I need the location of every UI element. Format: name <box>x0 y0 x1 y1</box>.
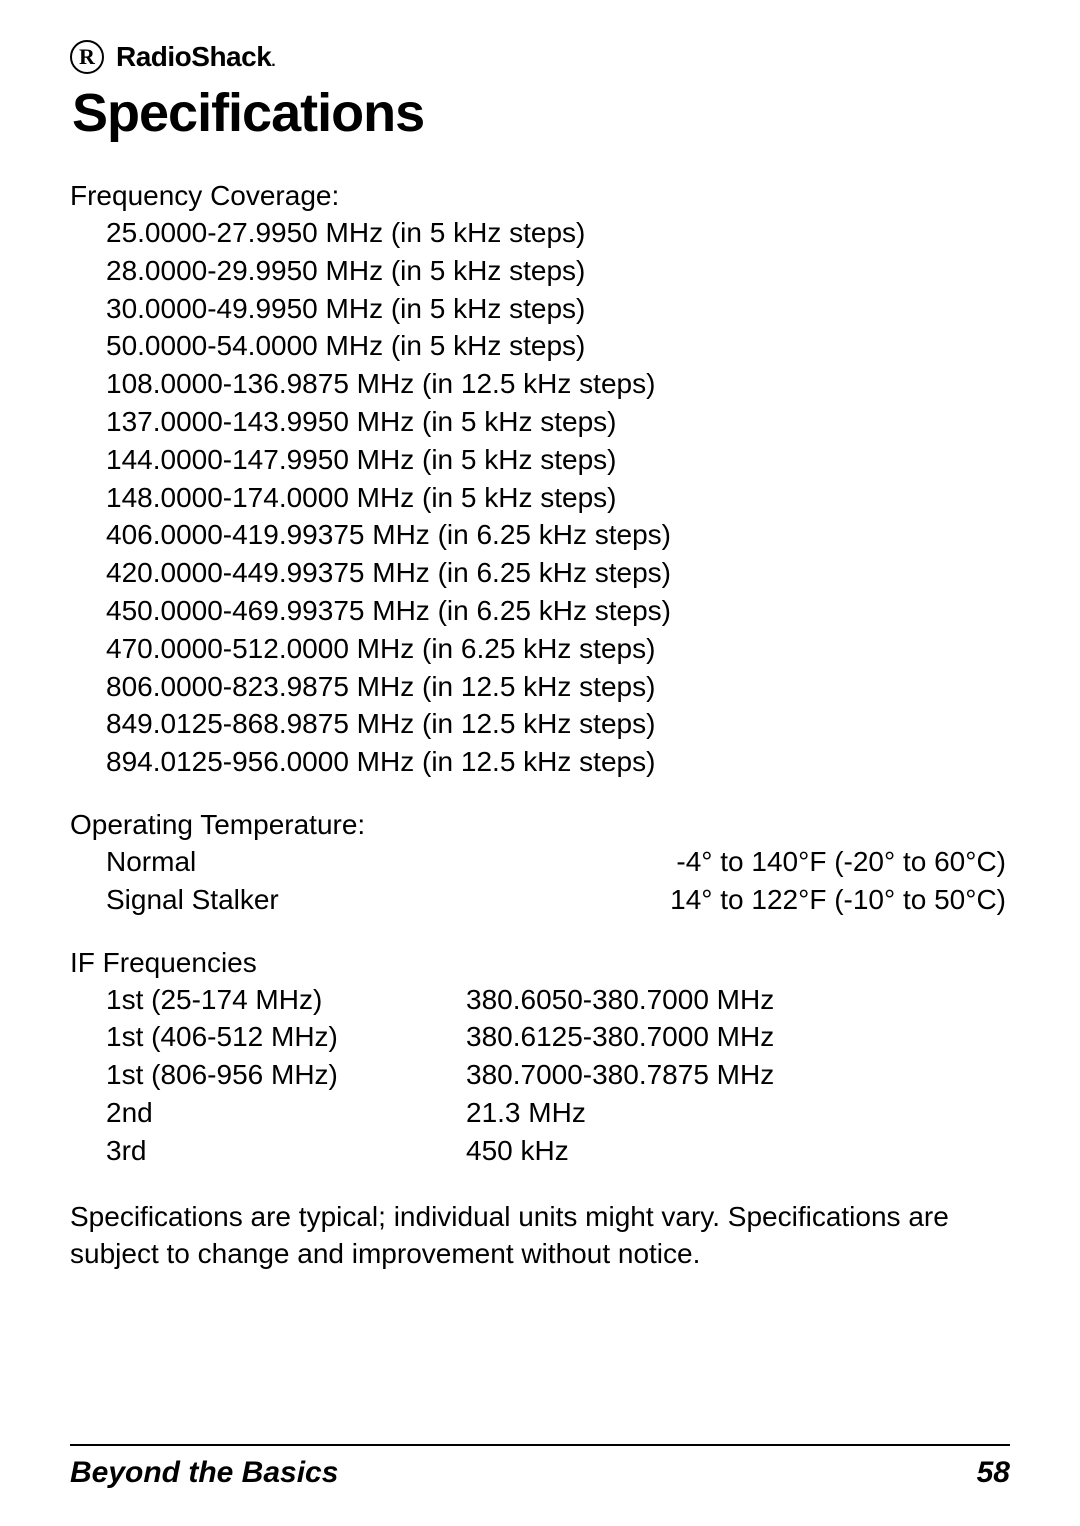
if-freq-value: 380.6125-380.7000 MHz <box>466 1018 1010 1056</box>
freq-coverage-item: 137.0000-143.9950 MHz (in 5 kHz steps) <box>106 403 1010 441</box>
if-freq-name: 3rd <box>106 1132 466 1170</box>
operating-temp-label: Operating Temperature: <box>70 809 1010 841</box>
operating-temp-value: 14° to 122°F (-10° to 50°C) <box>466 881 1010 919</box>
brand-name: RadioShack. <box>116 41 276 73</box>
freq-coverage-item: 450.0000-469.99375 MHz (in 6.25 kHz step… <box>106 592 1010 630</box>
freq-coverage-item: 406.0000-419.99375 MHz (in 6.25 kHz step… <box>106 516 1010 554</box>
if-freq-row: 1st (25-174 MHz)380.6050-380.7000 MHz <box>106 981 1010 1019</box>
freq-coverage-item: 144.0000-147.9950 MHz (in 5 kHz steps) <box>106 441 1010 479</box>
page-title: Specifications <box>72 82 1010 144</box>
specs-disclaimer: Specifications are typical; individual u… <box>70 1198 1010 1274</box>
operating-temp-value: -4° to 140°F (-20° to 60°C) <box>466 843 1010 881</box>
if-freq-value: 380.7000-380.7875 MHz <box>466 1056 1010 1094</box>
freq-coverage-item: 849.0125-868.9875 MHz (in 12.5 kHz steps… <box>106 705 1010 743</box>
brand-name-text: RadioShack <box>116 41 271 72</box>
if-freq-row: 3rd450 kHz <box>106 1132 1010 1170</box>
freq-coverage-item: 806.0000-823.9875 MHz (in 12.5 kHz steps… <box>106 668 1010 706</box>
page-footer: Beyond the Basics 58 <box>70 1444 1010 1490</box>
operating-temp-list: Normal-4° to 140°F (-20° to 60°C)Signal … <box>70 843 1010 919</box>
if-freq-label: IF Frequencies <box>70 947 1010 979</box>
if-freq-row: 2nd21.3 MHz <box>106 1094 1010 1132</box>
if-freq-row: 1st (406-512 MHz)380.6125-380.7000 MHz <box>106 1018 1010 1056</box>
freq-coverage-item: 470.0000-512.0000 MHz (in 6.25 kHz steps… <box>106 630 1010 668</box>
if-freq-value: 380.6050-380.7000 MHz <box>466 981 1010 1019</box>
if-freq-name: 1st (806-956 MHz) <box>106 1056 466 1094</box>
operating-temp-name: Signal Stalker <box>106 881 466 919</box>
brand-name-dot: . <box>271 53 275 70</box>
operating-temp-name: Normal <box>106 843 466 881</box>
freq-coverage-item: 50.0000-54.0000 MHz (in 5 kHz steps) <box>106 327 1010 365</box>
if-freq-name: 1st (406-512 MHz) <box>106 1018 466 1056</box>
operating-temp-row: Normal-4° to 140°F (-20° to 60°C) <box>106 843 1010 881</box>
footer-rule <box>70 1444 1010 1446</box>
freq-coverage-item: 148.0000-174.0000 MHz (in 5 kHz steps) <box>106 479 1010 517</box>
operating-temp-row: Signal Stalker14° to 122°F (-10° to 50°C… <box>106 881 1010 919</box>
if-freq-name: 2nd <box>106 1094 466 1132</box>
freq-coverage-item: 25.0000-27.9950 MHz (in 5 kHz steps) <box>106 214 1010 252</box>
freq-coverage-item: 30.0000-49.9950 MHz (in 5 kHz steps) <box>106 290 1010 328</box>
freq-coverage-item: 28.0000-29.9950 MHz (in 5 kHz steps) <box>106 252 1010 290</box>
freq-coverage-item: 108.0000-136.9875 MHz (in 12.5 kHz steps… <box>106 365 1010 403</box>
if-freq-list: 1st (25-174 MHz)380.6050-380.7000 MHz1st… <box>70 981 1010 1170</box>
brand-logo: R RadioShack. <box>70 40 1010 74</box>
freq-coverage-item: 420.0000-449.99375 MHz (in 6.25 kHz step… <box>106 554 1010 592</box>
freq-coverage-list: 25.0000-27.9950 MHz (in 5 kHz steps)28.0… <box>70 214 1010 781</box>
freq-coverage-item: 894.0125-956.0000 MHz (in 12.5 kHz steps… <box>106 743 1010 781</box>
footer-section-name: Beyond the Basics <box>70 1456 338 1490</box>
if-freq-row: 1st (806-956 MHz)380.7000-380.7875 MHz <box>106 1056 1010 1094</box>
if-freq-name: 1st (25-174 MHz) <box>106 981 466 1019</box>
freq-coverage-label: Frequency Coverage: <box>70 180 1010 212</box>
brand-logo-icon: R <box>70 40 104 74</box>
if-freq-value: 21.3 MHz <box>466 1094 1010 1132</box>
footer-page-number: 58 <box>977 1456 1010 1490</box>
if-freq-value: 450 kHz <box>466 1132 1010 1170</box>
